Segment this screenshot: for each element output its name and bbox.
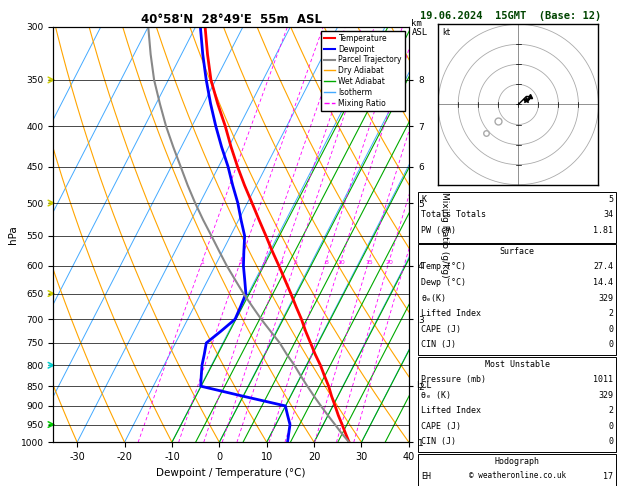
Title: 40°58'N  28°49'E  55m  ASL: 40°58'N 28°49'E 55m ASL xyxy=(141,13,321,26)
Text: 2: 2 xyxy=(608,309,613,318)
Text: Lifted Index: Lifted Index xyxy=(421,406,481,416)
Text: 329: 329 xyxy=(598,391,613,400)
Text: Dewp (°C): Dewp (°C) xyxy=(421,278,467,287)
Text: EH: EH xyxy=(421,472,431,482)
Text: Totals Totals: Totals Totals xyxy=(421,210,486,220)
Text: © weatheronline.co.uk: © weatheronline.co.uk xyxy=(469,471,566,480)
Text: θₑ (K): θₑ (K) xyxy=(421,391,452,400)
Text: Most Unstable: Most Unstable xyxy=(485,360,550,369)
Text: 2: 2 xyxy=(239,260,243,265)
Text: 27.4: 27.4 xyxy=(593,262,613,272)
Text: 3: 3 xyxy=(263,260,267,265)
Text: 0: 0 xyxy=(608,325,613,334)
Text: 1.81: 1.81 xyxy=(593,226,613,235)
Text: km: km xyxy=(411,19,422,29)
Text: 10: 10 xyxy=(337,260,345,265)
Text: ASL: ASL xyxy=(411,28,428,37)
Text: Surface: Surface xyxy=(500,247,535,256)
Text: 0: 0 xyxy=(608,422,613,431)
Text: CAPE (J): CAPE (J) xyxy=(421,422,462,431)
Text: Lifted Index: Lifted Index xyxy=(421,309,481,318)
Text: 20: 20 xyxy=(386,260,393,265)
Text: 5: 5 xyxy=(294,260,298,265)
Text: 1: 1 xyxy=(201,260,204,265)
Text: CIN (J): CIN (J) xyxy=(421,437,457,447)
Text: 34: 34 xyxy=(603,210,613,220)
Text: 4: 4 xyxy=(280,260,284,265)
Text: 1011: 1011 xyxy=(593,375,613,384)
Text: 2: 2 xyxy=(608,406,613,416)
X-axis label: Dewpoint / Temperature (°C): Dewpoint / Temperature (°C) xyxy=(157,468,306,478)
Text: 17: 17 xyxy=(603,472,613,482)
Text: 0: 0 xyxy=(608,340,613,349)
Text: θₑ(K): θₑ(K) xyxy=(421,294,447,303)
Text: CIN (J): CIN (J) xyxy=(421,340,457,349)
Text: Hodograph: Hodograph xyxy=(495,457,540,466)
Text: 0: 0 xyxy=(608,437,613,447)
Text: PW (cm): PW (cm) xyxy=(421,226,457,235)
Text: 329: 329 xyxy=(598,294,613,303)
Text: 19.06.2024  15GMT  (Base: 12): 19.06.2024 15GMT (Base: 12) xyxy=(420,11,601,21)
Text: 14.4: 14.4 xyxy=(593,278,613,287)
Text: 15: 15 xyxy=(365,260,373,265)
Text: Temp (°C): Temp (°C) xyxy=(421,262,467,272)
Text: LCL: LCL xyxy=(416,381,431,390)
Text: 8: 8 xyxy=(325,260,328,265)
Text: Pressure (mb): Pressure (mb) xyxy=(421,375,486,384)
Text: K: K xyxy=(421,195,426,204)
Y-axis label: Mixing Ratio (g/kg): Mixing Ratio (g/kg) xyxy=(440,191,449,278)
Y-axis label: hPa: hPa xyxy=(8,225,18,244)
Legend: Temperature, Dewpoint, Parcel Trajectory, Dry Adiabat, Wet Adiabat, Isotherm, Mi: Temperature, Dewpoint, Parcel Trajectory… xyxy=(321,31,405,111)
Text: 5: 5 xyxy=(608,195,613,204)
Text: CAPE (J): CAPE (J) xyxy=(421,325,462,334)
Text: kt: kt xyxy=(442,28,450,37)
